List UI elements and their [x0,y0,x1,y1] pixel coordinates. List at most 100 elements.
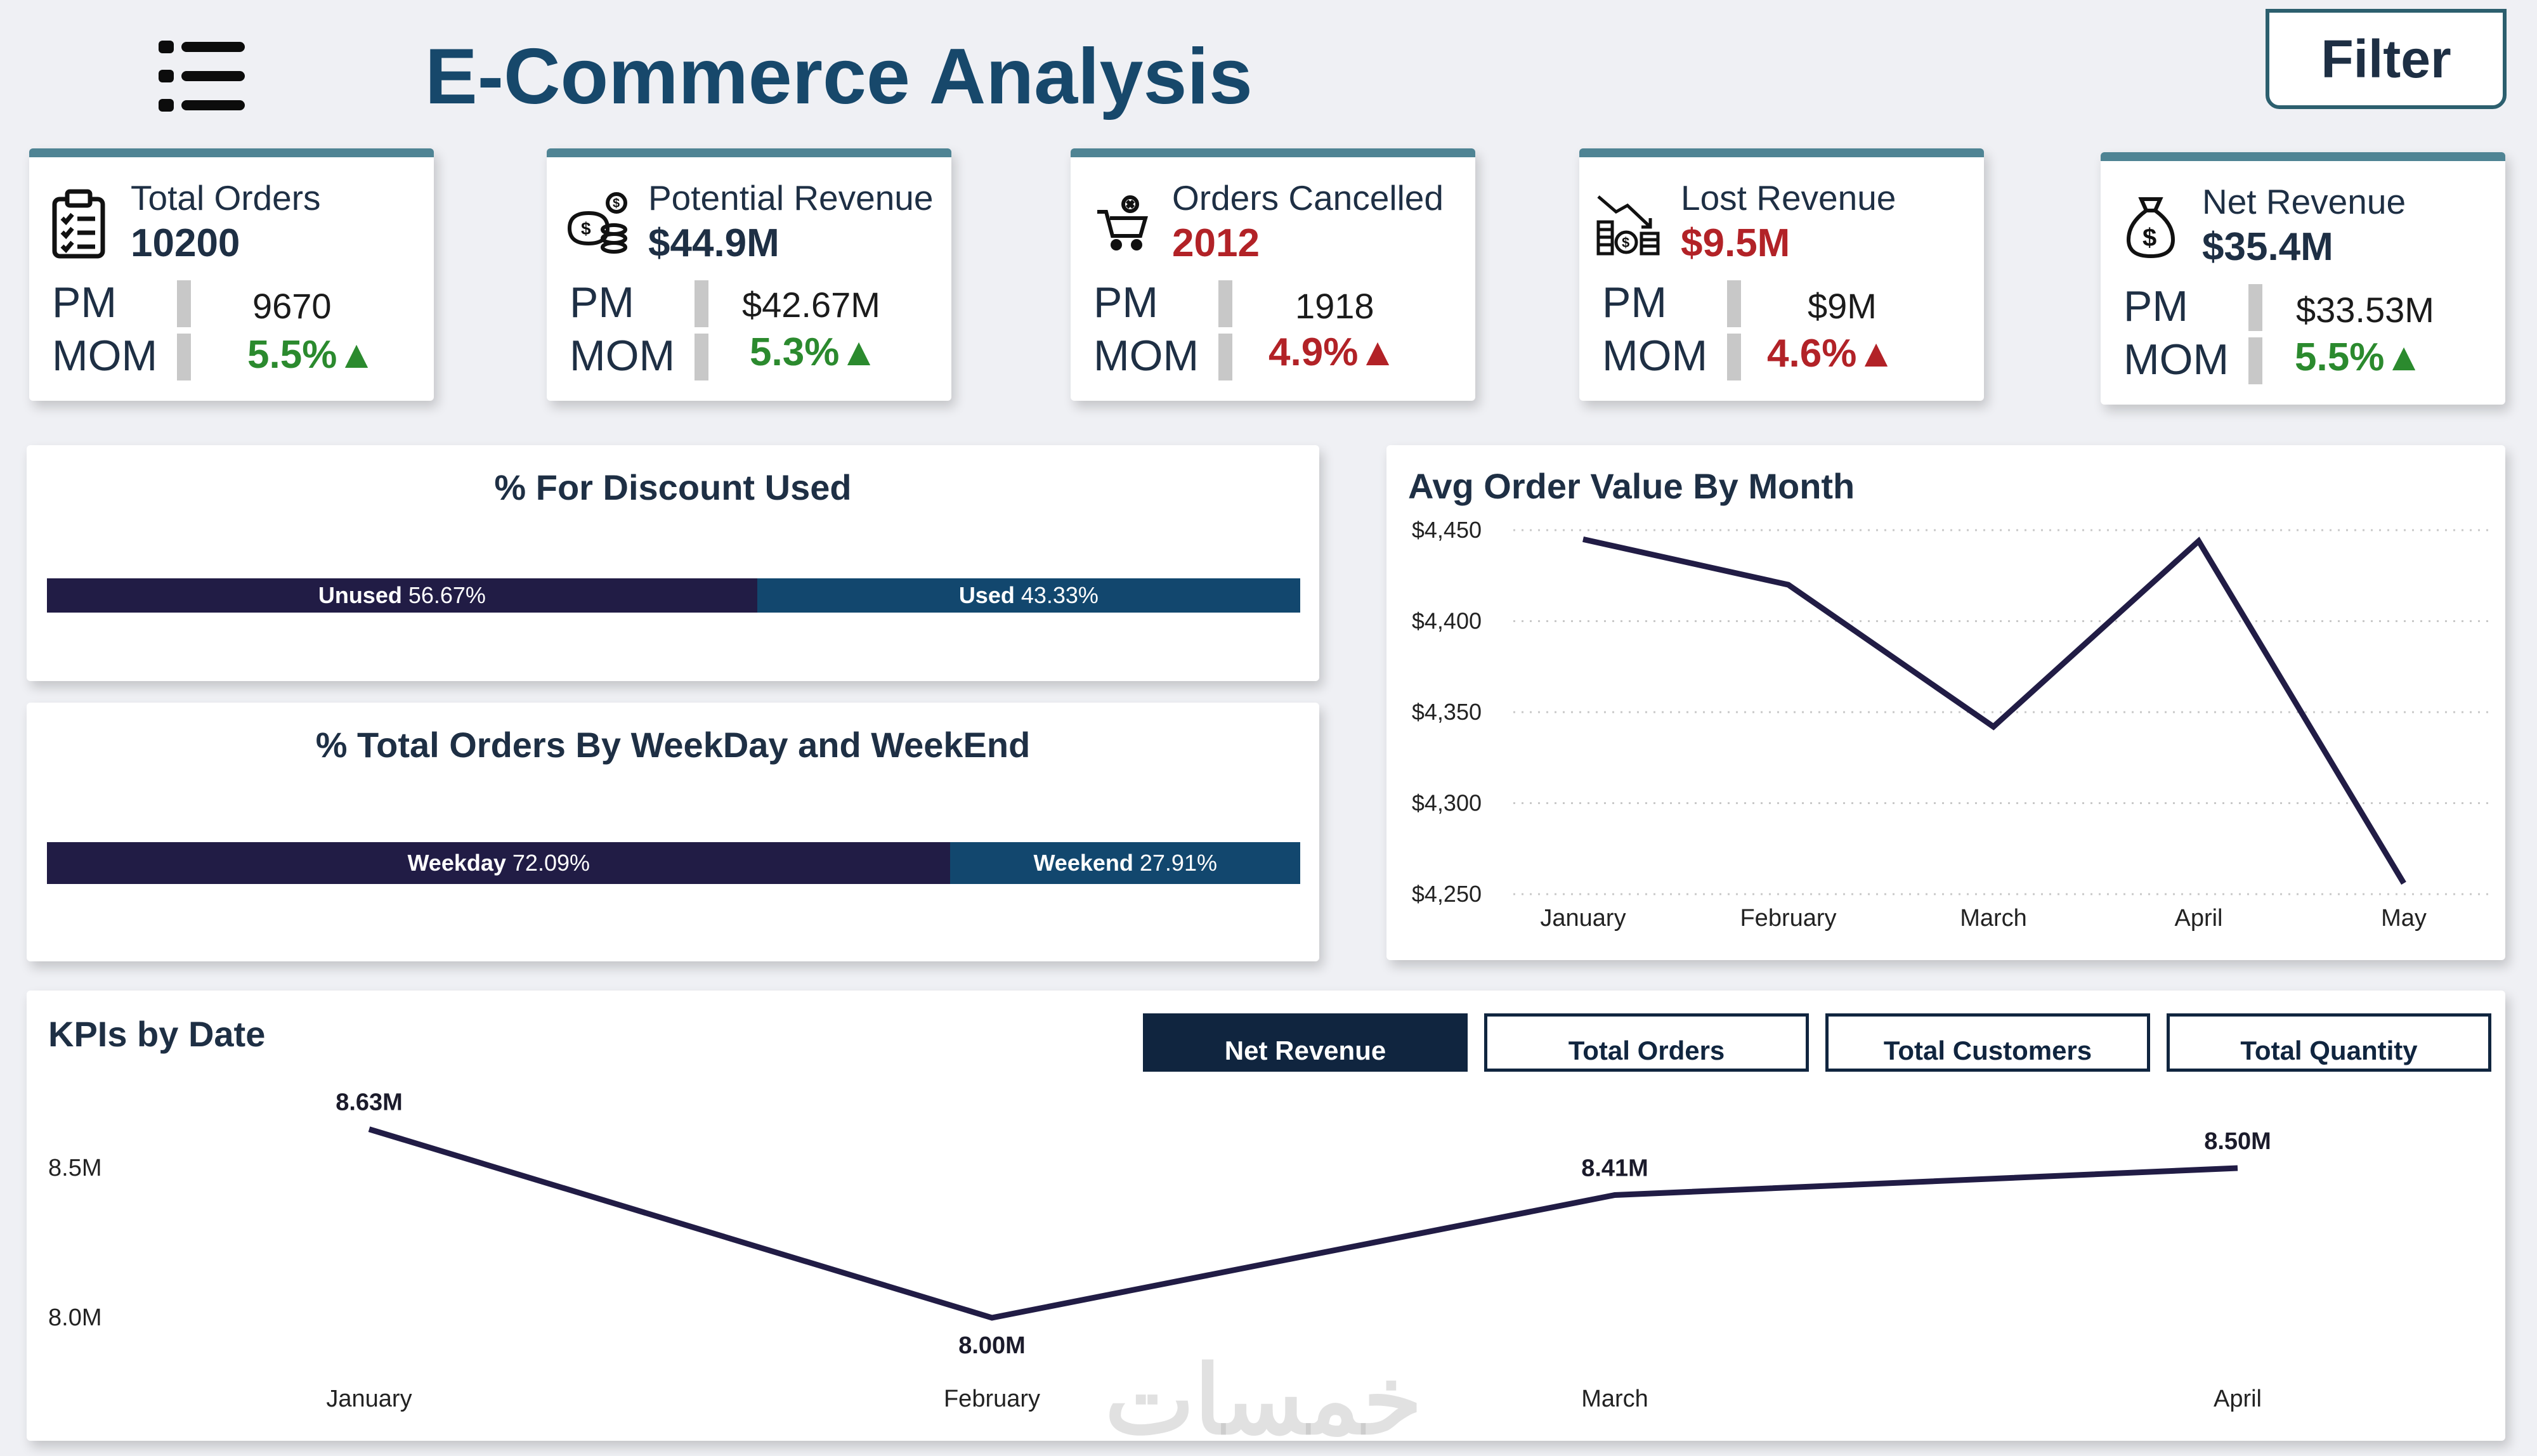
kpi-card-net-revenue: $ Net Revenue $35.4M PM $33.53M MOM 5.5%… [2101,152,2505,405]
pm-label: PM [570,278,634,327]
menu-icon[interactable] [157,37,246,117]
kpi-value: $9.5M [1681,221,1790,265]
trend-up-icon: ▲ [1856,332,1896,375]
discount-title: % For Discount Used [494,467,852,507]
series-line [1582,536,2406,885]
bar-segment-unused[interactable]: Unused 56.67% [47,578,757,613]
kpi-card-lost-revenue: $ Lost Revenue $9.5M PM $9M MOM 4.6%▲ [1579,148,1984,401]
weekday-panel: % Total Orders By WeekDay and WeekEnd We… [27,703,1319,961]
tab-total-customers[interactable]: Total Customers [1825,1013,2150,1072]
bar-segment-weekend[interactable]: Weekend 27.91% [950,842,1300,884]
mom-value: 5.5%▲ [2295,335,2423,379]
y-tick-label: 8.5M [48,1155,101,1181]
weekday-title: % Total Orders By WeekDay and WeekEnd [315,725,1031,765]
discount-panel: % For Discount Used Unused 56.67% Used 43.… [27,445,1319,681]
pm-value: 9670 [252,286,332,326]
discount-bar: Unused 56.67% Used 43.33% [47,578,1300,613]
mom-label: MOM [52,332,158,380]
coin-stack-decline-icon: $ [1595,190,1663,259]
mom-value: 4.6%▲ [1767,332,1896,375]
x-tick-label: January [326,1386,412,1412]
trend-up-icon: ▲ [337,333,376,377]
money-coins-icon: $ $ [563,190,629,258]
series-line [368,1126,2238,1321]
avg-order-title: Avg Order Value By Month [1408,466,1855,506]
pm-value: $9M [1808,286,1877,326]
cart-cancel-icon [1095,195,1152,256]
kpi-value: 2012 [1172,221,1260,265]
kpi-card-potential-revenue: $ $ Potential Revenue $44.9M PM $42.67M … [547,148,951,401]
data-label: 8.63M [336,1089,403,1116]
x-tick-label: February [944,1386,1040,1412]
kpi-separator [2248,337,2262,384]
y-tick-label: $4,450 [1412,517,1482,543]
kpi-separator [177,280,191,327]
kpi-value: 10200 [131,221,240,265]
kpis-by-date-chart: 8.5M 8.0M January February March April 8.63M 8.… [48,1089,2271,1412]
kpi-title: Potential Revenue [648,178,934,218]
weekday-bar: Weekday 72.09% Weekend 27.91% [47,842,1300,884]
bar-segment-used[interactable]: Used 43.33% [757,578,1300,613]
kpi-separator [1727,334,1741,380]
kpis-by-date-panel: KPIs by Date Net Revenue Total Orders To… [27,991,2505,1453]
data-label: 8.00M [958,1332,1026,1359]
y-tick-label: $4,250 [1412,881,1482,907]
tab-total-quantity[interactable]: Total Quantity [2167,1013,2491,1072]
svg-text:$: $ [613,197,620,211]
kpi-separator [695,280,708,327]
mom-label: MOM [2123,335,2229,384]
y-tick-label: $4,300 [1412,790,1482,816]
kpi-separator [1218,280,1232,327]
pm-value: 1918 [1295,286,1374,326]
mom-value: 4.9%▲ [1268,330,1397,374]
mom-value: 5.3%▲ [750,330,878,374]
tab-total-orders[interactable]: Total Orders [1484,1013,1809,1072]
watermark: خمسات [1105,1347,1423,1453]
trend-up-icon: ▲ [1358,330,1397,374]
kpi-title: Total Orders [131,178,321,218]
kpi-separator [1727,280,1741,327]
y-tick-label: $4,400 [1412,608,1482,634]
pm-label: PM [52,278,117,327]
mom-label: MOM [1602,332,1708,380]
x-tick-label: April [2174,905,2222,932]
page-title: E-Commerce Analysis [425,33,1253,120]
y-tick-label: 8.0M [48,1304,101,1331]
x-tick-label: March [1581,1386,1648,1412]
filter-button[interactable]: Filter [2266,9,2507,109]
y-tick-label: $4,350 [1412,699,1482,725]
kpi-separator [177,334,191,380]
avg-order-value-chart: $4,450 $4,400 $4,350 $4,300 $4,250 January Feb… [1412,517,2490,932]
mom-label: MOM [570,332,675,380]
pm-label: PM [1602,278,1667,327]
kpis-by-date-title: KPIs by Date [48,1014,266,1054]
kpi-value: $35.4M [2202,225,2333,269]
pm-label: PM [1093,278,1158,327]
avg-order-value-panel: Avg Order Value By Month $4,450 $4,400 $4,… [1386,445,2505,960]
x-tick-label: March [1960,905,2027,932]
kpi-separator [1218,334,1232,380]
kpi-title: Net Revenue [2202,182,2406,221]
kpi-card-orders-cancelled: Orders Cancelled 2012 PM 1918 MOM 4.9%▲ [1071,148,1475,401]
data-label: 8.50M [2204,1128,2271,1155]
svg-text:$: $ [581,219,591,238]
pm-value: $42.67M [742,285,880,325]
kpi-separator [2248,284,2262,331]
list-menu-icon [159,41,245,112]
clipboard-checklist-icon [51,189,107,262]
trend-up-icon: ▲ [839,330,878,374]
x-tick-label: February [1740,905,1836,932]
x-tick-label: May [2381,905,2427,932]
svg-text:$: $ [2142,224,2156,252]
x-tick-label: April [2214,1386,2262,1412]
svg-text:$: $ [1622,235,1629,250]
data-label: 8.41M [1581,1155,1648,1181]
kpi-title: Lost Revenue [1681,178,1896,218]
kpi-card-total-orders: Total Orders 10200 PM 9670 MOM 5.5%▲ [29,148,434,401]
mom-value: 5.5%▲ [247,333,376,377]
bar-segment-weekday[interactable]: Weekday 72.09% [47,842,951,884]
kpi-separator [695,334,708,380]
pm-value: $33.53M [2296,290,2434,330]
x-tick-label: January [1540,905,1626,932]
tab-net-revenue[interactable]: Net Revenue [1143,1013,1468,1072]
